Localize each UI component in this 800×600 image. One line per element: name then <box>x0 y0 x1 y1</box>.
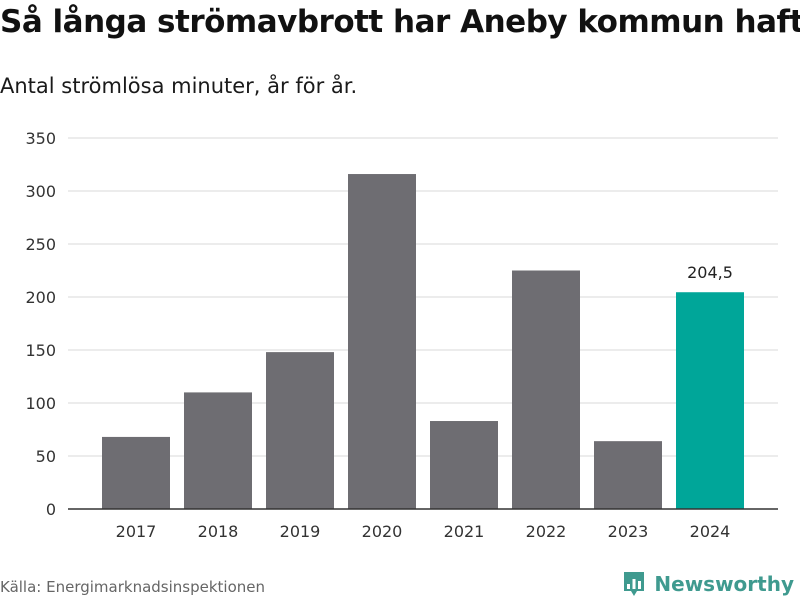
x-tick-label: 2017 <box>116 522 157 541</box>
x-tick-label: 2018 <box>198 522 239 541</box>
bar-2024 <box>676 292 744 509</box>
x-tick-label: 2023 <box>608 522 649 541</box>
bars <box>102 174 744 510</box>
x-tick-label: 2020 <box>362 522 403 541</box>
x-tick-label: 2022 <box>526 522 567 541</box>
y-tick-label: 300 <box>25 182 56 201</box>
y-tick-label: 0 <box>46 500 56 519</box>
y-tick-label: 150 <box>25 341 56 360</box>
x-tick-label: 2019 <box>280 522 321 541</box>
brand-logo[interactable]: Newsworthy <box>622 570 794 598</box>
labels: 0 50 100 150 200 250 300 350 2017 2018 2019 2020 202… <box>25 129 732 541</box>
bar-chart: 0 50 100 150 200 250 300 350 2017 2018 2019 2020 202… <box>25 129 778 541</box>
data-label-2024: 204,5 <box>687 263 733 282</box>
y-tick-label: 200 <box>25 288 56 307</box>
gridlines <box>68 137 778 457</box>
y-tick-label: 100 <box>25 394 56 413</box>
bar-2021 <box>430 421 498 509</box>
bar-2019 <box>266 352 334 509</box>
x-tick-label: 2024 <box>690 522 731 541</box>
bar-2023 <box>594 441 662 509</box>
chart-title: Så långa strömavbrott har Aneby kommun h… <box>0 4 800 40</box>
bar-2022 <box>512 270 580 509</box>
newsworthy-logo-icon <box>624 572 645 596</box>
bar-2018 <box>184 392 252 509</box>
y-tick-label: 350 <box>25 129 56 148</box>
y-tick-label: 50 <box>36 447 56 466</box>
x-tick-label: 2021 <box>444 522 485 541</box>
brand-name: Newsworthy <box>654 572 794 596</box>
source-note: Källa: Energimarknadsinspektionen <box>0 578 266 596</box>
bar-2017 <box>102 436 170 509</box>
bar-2020 <box>348 174 416 510</box>
chart-subtitle: Antal strömlösa minuter, år för år. <box>0 74 358 98</box>
y-tick-label: 250 <box>25 235 56 254</box>
